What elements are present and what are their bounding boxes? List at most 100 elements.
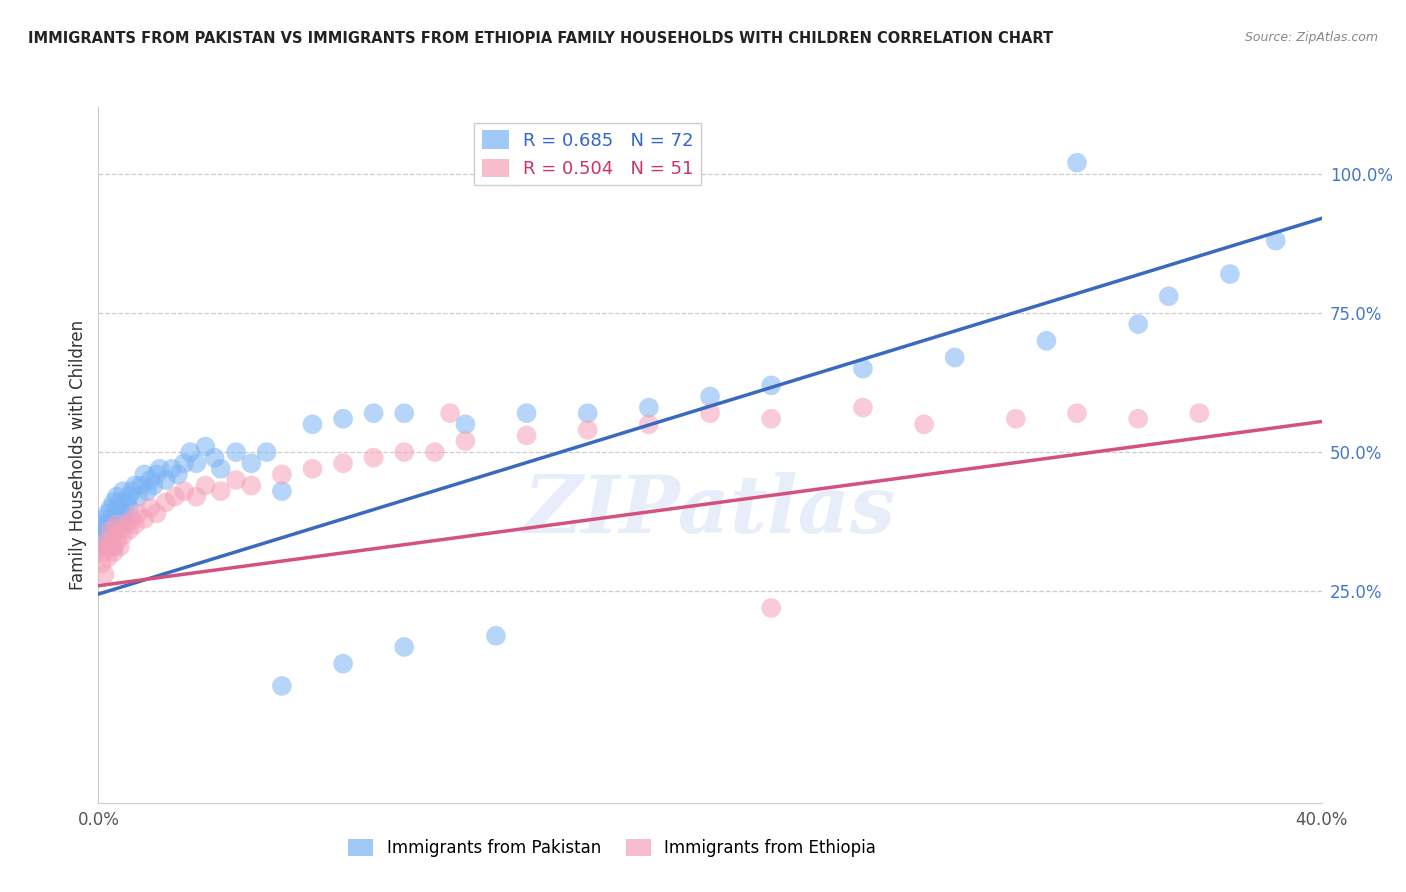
Point [392,445,416,459]
Point [108,540,131,554]
Point [576,423,599,437]
Point [225,473,247,487]
Point [332,456,354,470]
Point [134,467,156,482]
Point [121,512,143,526]
Point [127,490,149,504]
Point [111,528,134,542]
Point [454,434,477,448]
Point [136,484,159,499]
Point [121,484,143,499]
Point [1128,317,1150,331]
Point [516,428,538,442]
Point [97,534,120,549]
Point [1128,411,1150,425]
Point [256,445,278,459]
Point [167,467,190,482]
Point [93,540,115,554]
Point [100,528,122,542]
Point [759,411,782,425]
Point [240,456,263,470]
Point [1264,234,1286,248]
Point [105,534,128,549]
Point [332,411,354,425]
Point [637,401,661,415]
Point [392,406,416,420]
Point [100,540,122,554]
Point [118,490,141,504]
Point [139,473,162,487]
Point [439,406,461,420]
Point [1219,267,1241,281]
Point [115,517,138,532]
Point [1066,406,1088,420]
Point [93,545,115,559]
Point [943,351,966,365]
Legend: Immigrants from Pakistan, Immigrants from Ethiopia: Immigrants from Pakistan, Immigrants fro… [342,832,883,864]
Point [160,462,183,476]
Point [852,401,875,415]
Point [225,445,247,459]
Point [108,512,131,526]
Point [270,467,292,482]
Point [124,478,146,492]
Point [93,567,115,582]
Text: Source: ZipAtlas.com: Source: ZipAtlas.com [1244,31,1378,45]
Point [100,500,122,515]
Point [699,389,721,403]
Point [111,507,134,521]
Point [103,545,125,559]
Point [173,456,195,470]
Point [108,523,131,537]
Point [142,478,165,492]
Point [124,517,146,532]
Point [105,490,128,504]
Point [204,450,226,465]
Point [118,523,141,537]
Point [108,495,131,509]
Point [97,517,120,532]
Point [301,462,323,476]
Point [103,523,125,537]
Point [363,450,385,465]
Point [139,500,162,515]
Point [145,507,167,521]
Point [90,534,112,549]
Point [516,406,538,420]
Point [454,417,477,432]
Point [155,495,177,509]
Point [115,495,138,509]
Point [105,517,128,532]
Point [1035,334,1057,348]
Point [173,484,195,499]
Point [363,406,385,420]
Point [97,523,120,537]
Point [637,417,661,432]
Point [209,484,232,499]
Point [1157,289,1180,303]
Point [93,512,115,526]
Point [186,456,208,470]
Point [103,528,125,542]
Text: ZIPatlas: ZIPatlas [524,472,896,549]
Point [186,490,208,504]
Point [129,478,152,492]
Point [90,557,112,571]
Point [100,512,122,526]
Point [118,500,141,515]
Point [423,445,446,459]
Point [97,550,120,565]
Point [155,473,177,487]
Point [100,523,122,537]
Point [105,500,128,515]
Point [103,495,125,509]
Y-axis label: Family Households with Children: Family Households with Children [69,320,87,590]
Point [332,657,354,671]
Point [163,490,186,504]
Point [194,478,217,492]
Point [179,445,201,459]
Point [115,512,138,526]
Point [485,629,508,643]
Text: IMMIGRANTS FROM PAKISTAN VS IMMIGRANTS FROM ETHIOPIA FAMILY HOUSEHOLDS WITH CHIL: IMMIGRANTS FROM PAKISTAN VS IMMIGRANTS F… [28,31,1053,46]
Point [1004,411,1026,425]
